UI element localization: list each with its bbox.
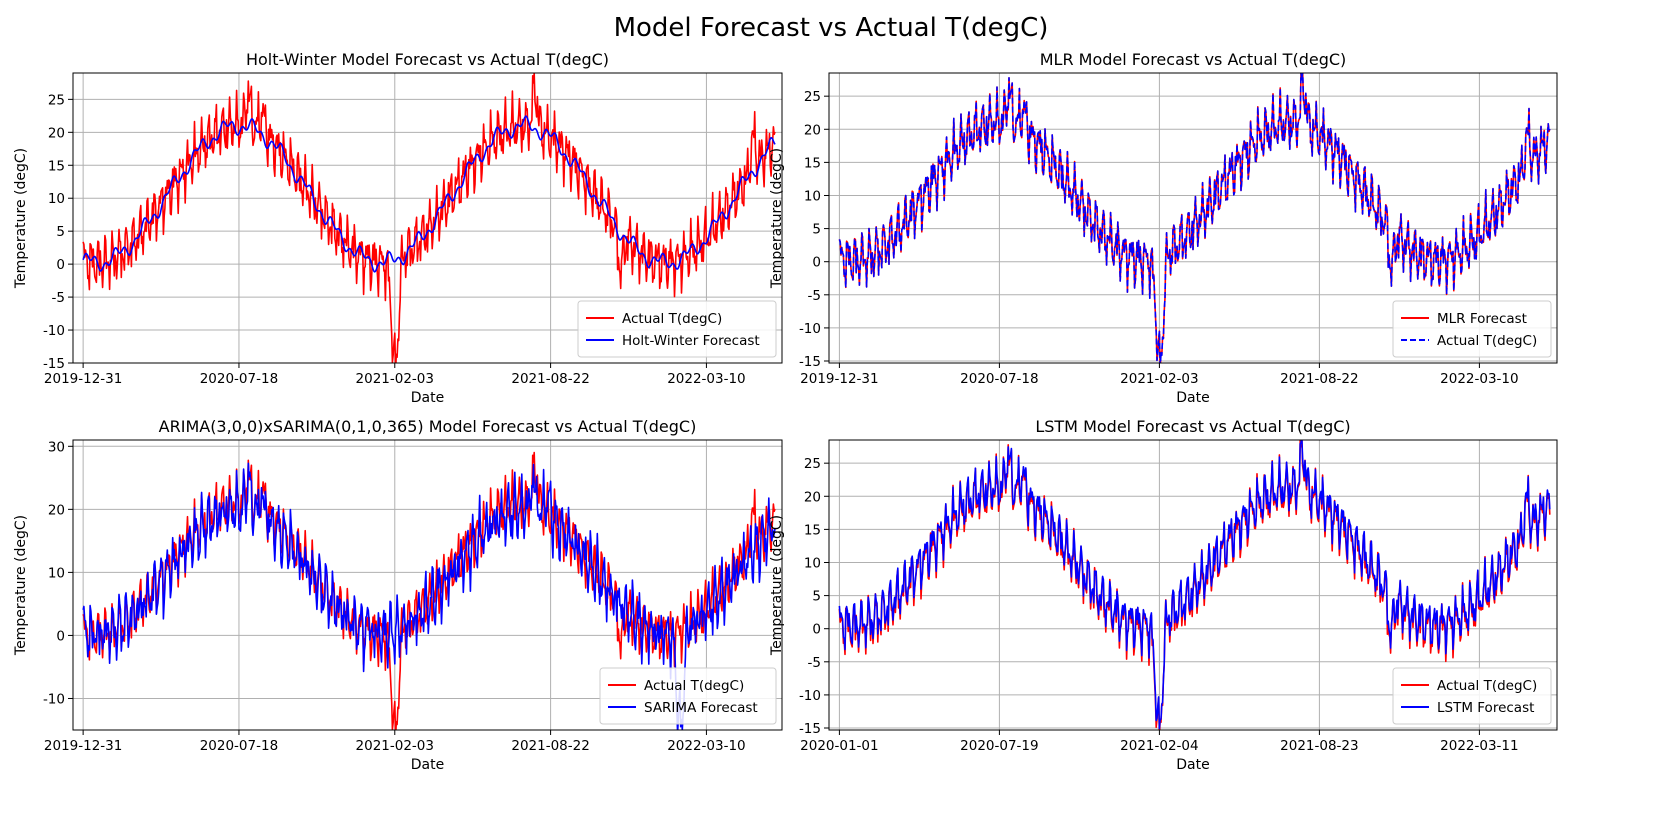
chart-title: ARIMA(3,0,0)xSARIMA(0,1,0,365) Model For… (159, 417, 697, 436)
y-axis-label: Temperature (degC) (13, 148, 29, 289)
y-tick-label: -10 (799, 688, 821, 704)
legend-box (599, 667, 777, 725)
series-line-2 (82, 462, 776, 730)
y-tick-label: -10 (43, 323, 65, 339)
legend-label: SARIMA Forecast (644, 700, 758, 716)
series-group (838, 73, 1551, 363)
x-tick-label: 2021-02-03 (356, 371, 434, 387)
axes-frame (828, 72, 1558, 364)
x-axis-label: Date (1176, 390, 1209, 406)
x-tick-label: 2019-12-31 (44, 371, 122, 387)
y-tick-label: -10 (799, 321, 821, 337)
x-axis-label: Date (1176, 757, 1209, 773)
y-tick-label: 20 (48, 125, 65, 141)
y-tick-label: -15 (799, 354, 821, 370)
y-axis-label: Temperature (degC) (769, 515, 785, 656)
axes-frame (828, 439, 1558, 731)
x-tick-label: 2022-03-10 (667, 371, 745, 387)
axes-frame (72, 72, 783, 364)
y-tick-label: 25 (48, 92, 65, 108)
legend-label: Actual T(degC) (622, 311, 722, 327)
y-tick-label: 30 (48, 439, 65, 455)
legend-label: MLR Forecast (1437, 311, 1527, 327)
y-axis-label: Temperature (degC) (769, 148, 785, 289)
series-line-2 (82, 115, 776, 273)
series-line-1 (82, 73, 776, 363)
y-tick-label: 20 (804, 122, 821, 138)
legend-box (1392, 667, 1552, 725)
series-group (838, 440, 1551, 730)
x-tick-label: 2019-12-31 (800, 371, 878, 387)
legend: Actual T(degC) Holt-Winter Forecast (577, 300, 777, 358)
chart-panel-4: LSTM Model Forecast vs Actual T(degC)202… (769, 417, 1558, 773)
legend-label: Holt-Winter Forecast (622, 333, 760, 349)
x-tick-label: 2019-12-31 (44, 738, 122, 754)
axes-frame (72, 439, 783, 731)
x-tick-label: 2022-03-10 (1440, 371, 1518, 387)
y-tick-label: 20 (48, 502, 65, 518)
chart-panel-2: MLR Model Forecast vs Actual T(degC) 2019… (769, 50, 1558, 406)
x-tick-label: 2021-08-23 (1280, 738, 1358, 754)
x-axis-label: Date (411, 390, 444, 406)
legend-box (1392, 300, 1552, 358)
x-tick-label: 2020-07-18 (200, 371, 278, 387)
y-tick-label: -15 (43, 356, 65, 372)
x-tick-label: 2021-02-03 (356, 738, 434, 754)
chart-title: Holt-Winter Model Forecast vs Actual T(d… (246, 50, 609, 69)
chart-title: MLR Model Forecast vs Actual T(degC) (1040, 50, 1347, 69)
y-tick-label: 5 (56, 224, 65, 240)
chart-panel-3: ARIMA(3,0,0)xSARIMA(0,1,0,365) Model For… (13, 417, 783, 773)
y-tick-label: 10 (48, 191, 65, 207)
y-tick-label: 20 (804, 489, 821, 505)
y-tick-label: 0 (812, 255, 821, 271)
y-tick-label: -10 (43, 691, 65, 707)
x-tick-label: 2020-07-18 (960, 371, 1038, 387)
chart-title: LSTM Model Forecast vs Actual T(degC) (1035, 417, 1350, 436)
y-tick-label: 0 (56, 628, 65, 644)
x-tick-label: 2020-07-18 (200, 738, 278, 754)
y-tick-label: 10 (48, 565, 65, 581)
series-group (82, 73, 776, 363)
legend-box (577, 300, 777, 358)
legend: Actual T(degC) LSTM Forecast (1392, 667, 1552, 725)
x-tick-label: 2021-08-22 (511, 371, 589, 387)
y-tick-label: 15 (48, 158, 65, 174)
legend: Actual T(degC) SARIMA Forecast (599, 667, 777, 725)
y-tick-label: -5 (52, 290, 65, 306)
legend: MLR Forecast Actual T(degC) (1392, 300, 1552, 358)
y-tick-label: 25 (804, 456, 821, 472)
y-axis-label: Temperature (degC) (13, 515, 29, 656)
x-tick-label: 2021-08-22 (511, 738, 589, 754)
x-tick-label: 2022-03-11 (1440, 738, 1518, 754)
figure-title: Model Forecast vs Actual T(degC) (614, 13, 1049, 43)
x-tick-label: 2022-03-10 (667, 738, 745, 754)
y-tick-label: -5 (808, 288, 821, 304)
series-line-2 (838, 440, 1551, 730)
legend-label: Actual T(degC) (644, 678, 744, 694)
series-group (82, 451, 776, 730)
x-tick-label: 2021-08-22 (1280, 371, 1358, 387)
legend-label: Actual T(degC) (1437, 333, 1537, 349)
y-tick-label: 10 (804, 555, 821, 571)
x-tick-label: 2020-01-01 (800, 738, 878, 754)
legend-label: LSTM Forecast (1437, 700, 1534, 716)
series-line-2 (838, 73, 1551, 363)
y-tick-label: 0 (812, 622, 821, 638)
y-tick-label: 5 (812, 589, 821, 605)
chart-panel-1: Holt-Winter Model Forecast vs Actual T(d… (13, 50, 783, 406)
y-tick-label: 25 (804, 89, 821, 105)
y-tick-label: 15 (804, 522, 821, 538)
y-tick-label: -5 (808, 655, 821, 671)
y-tick-label: -15 (799, 721, 821, 737)
y-tick-label: 15 (804, 155, 821, 171)
x-tick-label: 2021-02-04 (1120, 738, 1198, 754)
x-axis-label: Date (411, 757, 444, 773)
y-tick-label: 10 (804, 188, 821, 204)
x-tick-label: 2021-02-03 (1120, 371, 1198, 387)
y-tick-label: 5 (812, 222, 821, 238)
y-tick-label: 0 (56, 257, 65, 273)
x-tick-label: 2020-07-19 (960, 738, 1038, 754)
legend-label: Actual T(degC) (1437, 678, 1537, 694)
